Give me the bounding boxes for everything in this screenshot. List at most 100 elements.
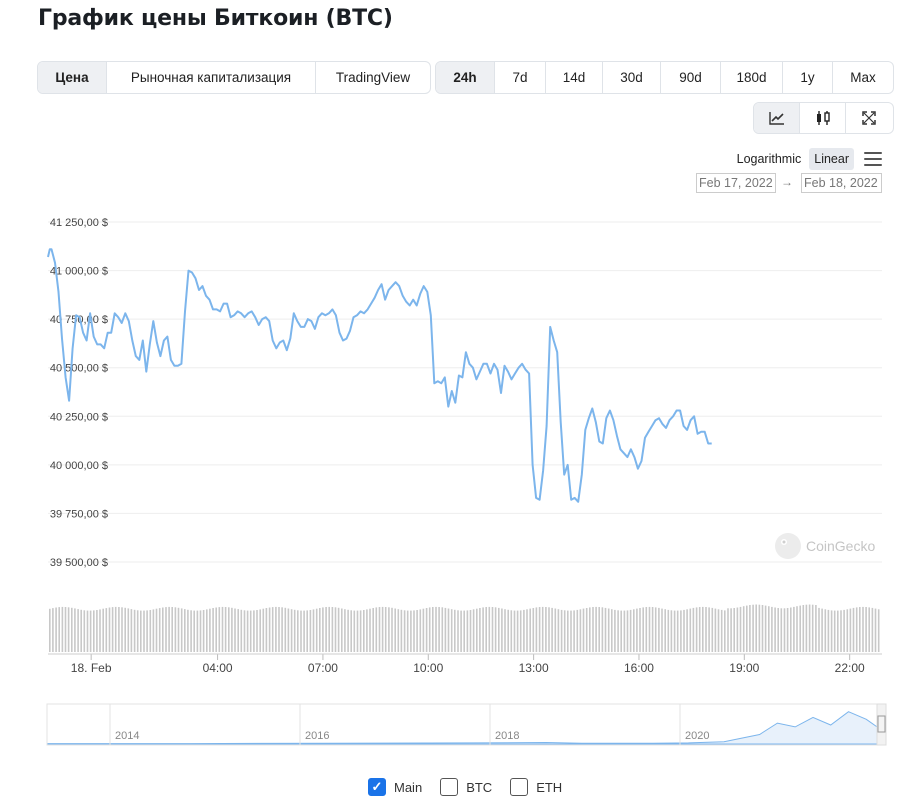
volume-bar <box>359 610 362 652</box>
linear-option[interactable]: Linear <box>809 148 854 170</box>
volume-bar <box>99 609 101 652</box>
volume-bar <box>761 605 764 652</box>
checkbox-eth[interactable] <box>510 778 529 796</box>
volume-bar <box>180 608 183 652</box>
time-range-tabs: 24h 7d 14d 30d 90d 180d 1y Max <box>435 61 894 94</box>
checkbox-btc[interactable] <box>440 778 459 796</box>
tab-market-cap[interactable]: Рыночная капитализация <box>107 62 316 93</box>
volume-bar <box>620 610 622 652</box>
logarithmic-option[interactable]: Logarithmic <box>736 152 802 166</box>
navigator-x-label: 2020 <box>685 730 709 742</box>
volume-bar <box>297 610 299 652</box>
volume-bar <box>341 608 343 652</box>
range-90d[interactable]: 90d <box>661 62 721 93</box>
volume-bar <box>278 607 280 652</box>
tab-price[interactable]: Цена <box>38 62 107 93</box>
grid-lines <box>48 221 882 563</box>
volume-bar <box>739 606 742 652</box>
volume-bar <box>350 610 352 652</box>
volume-bar <box>519 610 522 652</box>
volume-bar <box>108 607 111 652</box>
checkbox-main[interactable]: ✓ <box>368 778 386 796</box>
volume-bar <box>171 607 173 652</box>
date-to-input[interactable]: Feb 18, 2022 <box>801 173 882 193</box>
line-chart-button[interactable] <box>754 103 800 133</box>
volume-bar <box>516 610 519 652</box>
y-tick-label: 40 500,00 $ <box>50 363 108 375</box>
volume-bar <box>96 610 98 652</box>
candlestick-button[interactable] <box>800 103 846 133</box>
volume-bar <box>337 607 340 652</box>
volume-bar <box>833 610 836 652</box>
volume-bar <box>689 608 692 652</box>
volume-bar <box>821 608 823 652</box>
date-from-input[interactable]: Feb 17, 2022 <box>696 173 776 193</box>
volume-bar <box>582 608 585 652</box>
range-14d[interactable]: 14d <box>546 62 603 93</box>
volume-bar <box>642 607 644 652</box>
volume-bar <box>450 609 453 652</box>
volume-bar <box>271 607 274 652</box>
volume-bar <box>74 608 76 652</box>
volume-bar <box>494 607 497 652</box>
volume-bar <box>708 607 710 652</box>
volume-bar <box>604 607 607 652</box>
volume-bar <box>71 607 73 652</box>
volume-bar <box>388 607 390 652</box>
volume-bar <box>482 607 484 652</box>
volume-bar <box>802 605 805 652</box>
volume-bar <box>469 610 472 652</box>
volume-bar <box>488 606 491 652</box>
volume-bar <box>190 610 192 652</box>
volume-bar <box>868 607 870 652</box>
volume-bar <box>724 610 726 652</box>
volume-bar <box>472 609 475 652</box>
volume-bar <box>551 607 553 652</box>
volume-bar <box>121 607 123 652</box>
volume-bar <box>560 609 563 652</box>
volume-bar <box>545 607 547 652</box>
volume-bar <box>215 607 217 652</box>
legend-main[interactable]: ✓ Main <box>368 778 422 796</box>
range-1y[interactable]: 1y <box>783 62 833 93</box>
volume-bar <box>438 607 440 652</box>
volume-bar <box>177 607 180 652</box>
fullscreen-button[interactable] <box>846 103 892 133</box>
legend-btc[interactable]: BTC <box>440 778 492 796</box>
range-24h[interactable]: 24h <box>436 62 495 93</box>
range-180d[interactable]: 180d <box>721 62 783 93</box>
range-30d[interactable]: 30d <box>603 62 661 93</box>
volume-bar <box>504 609 506 652</box>
volume-bar <box>579 609 582 652</box>
range-7d[interactable]: 7d <box>495 62 546 93</box>
volume-bar <box>246 610 249 652</box>
volume-bar <box>736 607 739 652</box>
volume-bar <box>118 607 120 652</box>
volume-bar <box>372 608 374 652</box>
volume-bar <box>698 607 701 652</box>
legend: ✓ Main BTC ETH <box>368 778 562 796</box>
volume-bar <box>523 609 525 652</box>
volume-bar <box>843 609 845 652</box>
volume-bar <box>397 609 400 652</box>
volume-bar <box>413 610 415 652</box>
range-max[interactable]: Max <box>850 70 876 85</box>
volume-bar <box>780 608 783 652</box>
volume-bar <box>683 609 685 652</box>
volume-bar <box>485 607 487 652</box>
legend-eth[interactable]: ETH <box>510 778 562 796</box>
volume-bar <box>827 609 830 652</box>
volume-bar <box>752 604 754 652</box>
volume-bar <box>319 608 321 652</box>
tab-tradingview[interactable]: TradingView <box>335 70 411 85</box>
volume-bar <box>538 607 541 652</box>
volume-bar <box>391 607 393 652</box>
volume-bar <box>877 609 880 652</box>
volume-bar <box>805 604 808 652</box>
volume-bar <box>680 610 682 652</box>
volume-bar <box>265 608 268 652</box>
volume-bar <box>567 610 569 652</box>
volume-bar <box>140 610 142 652</box>
menu-icon[interactable] <box>864 152 882 166</box>
volume-bar <box>83 610 86 652</box>
